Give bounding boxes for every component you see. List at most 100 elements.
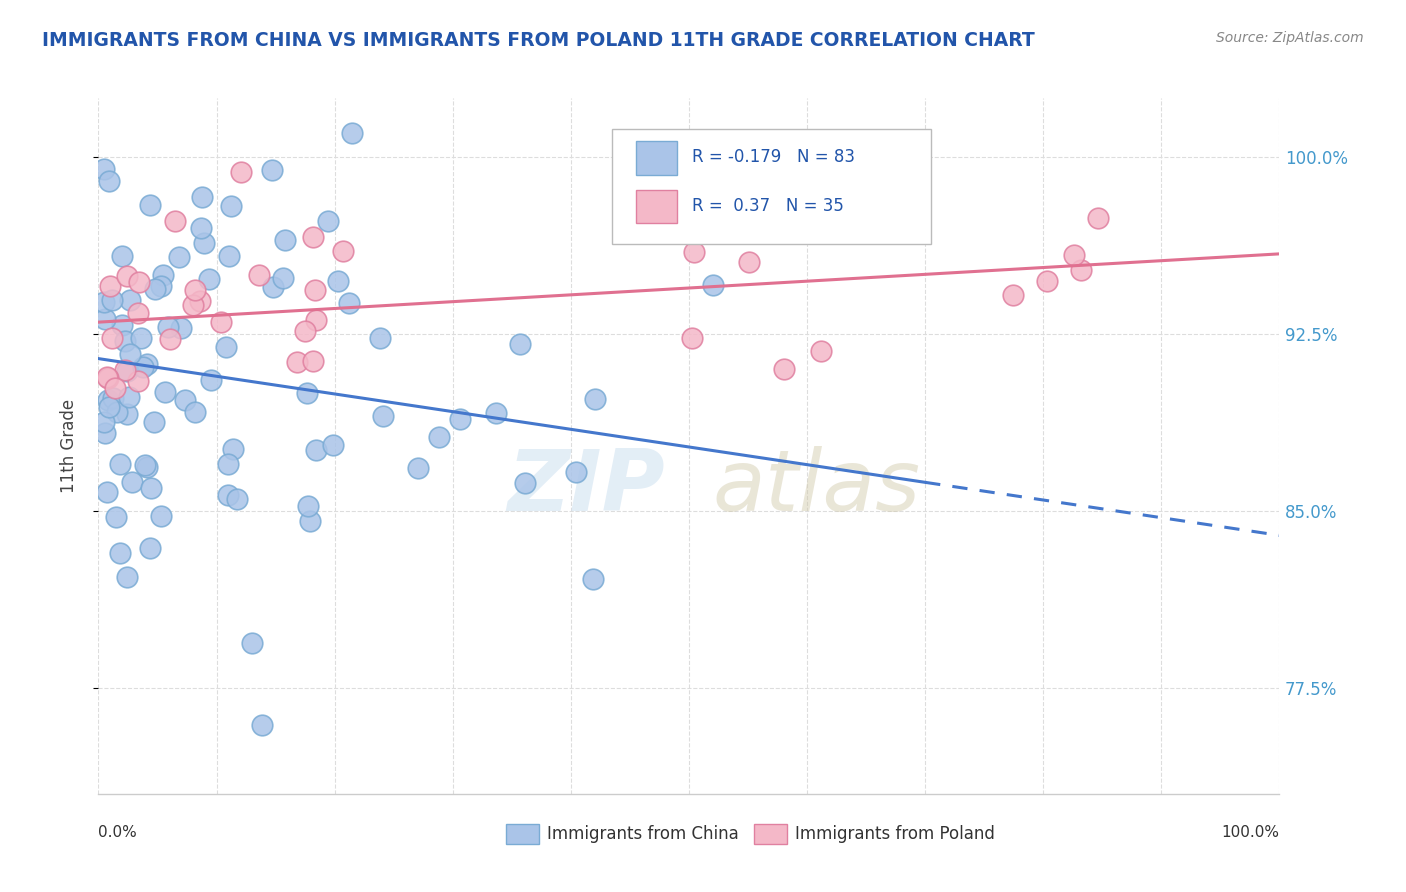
Point [368, 331, 391, 345]
Point [582, 572, 605, 586]
Point [121, 475, 143, 489]
Text: atlas: atlas [713, 446, 921, 529]
Point [169, 321, 191, 335]
Point [118, 347, 141, 361]
Point [181, 298, 204, 312]
Point [114, 363, 136, 377]
Point [250, 718, 273, 732]
Point [193, 236, 215, 251]
Point [217, 488, 239, 502]
Point [214, 340, 236, 354]
Point [337, 296, 360, 310]
Y-axis label: 11th Grade: 11th Grade [59, 399, 77, 493]
Point [167, 250, 190, 264]
FancyBboxPatch shape [612, 129, 931, 244]
Point [145, 282, 167, 296]
Point [139, 541, 162, 556]
Point [104, 510, 127, 524]
Point [139, 197, 162, 211]
Point [225, 491, 247, 506]
Point [94, 425, 117, 440]
Point [136, 357, 159, 371]
Point [240, 635, 263, 649]
Point [184, 405, 207, 419]
Point [127, 305, 149, 319]
Point [219, 199, 242, 213]
Point [134, 458, 156, 473]
Point [285, 355, 308, 369]
Point [406, 460, 429, 475]
Point [153, 385, 176, 400]
Point [118, 293, 141, 307]
Point [583, 392, 606, 407]
Point [97, 392, 120, 407]
Point [200, 373, 222, 387]
Point [305, 442, 328, 457]
Point [100, 293, 122, 307]
Point [152, 268, 174, 282]
Point [773, 361, 796, 376]
Point [1001, 288, 1024, 302]
Point [118, 390, 141, 404]
Point [93, 294, 115, 309]
Point [111, 249, 134, 263]
Point [231, 165, 253, 179]
Point [218, 249, 240, 263]
Point [101, 331, 124, 345]
Point [159, 332, 181, 346]
Point [129, 331, 152, 345]
Point [326, 274, 349, 288]
Point [93, 161, 115, 176]
Point [115, 268, 138, 283]
Point [332, 244, 354, 258]
Point [108, 458, 131, 472]
Point [738, 255, 761, 269]
Text: Source: ZipAtlas.com: Source: ZipAtlas.com [1216, 31, 1364, 45]
Point [98, 279, 121, 293]
Point [114, 334, 136, 348]
Point [149, 508, 172, 523]
Point [96, 485, 118, 500]
Point [117, 570, 139, 584]
Point [305, 313, 328, 327]
Point [810, 344, 832, 359]
Point [304, 283, 326, 297]
Point [509, 337, 531, 351]
Point [127, 374, 149, 388]
Point [702, 277, 724, 292]
Point [115, 407, 138, 421]
Bar [636, 141, 678, 175]
Point [94, 312, 117, 326]
Text: R =  0.37   N = 35: R = 0.37 N = 35 [693, 197, 845, 215]
Text: IMMIGRANTS FROM CHINA VS IMMIGRANTS FROM POLAND 11TH GRADE CORRELATION CHART: IMMIGRANTS FROM CHINA VS IMMIGRANTS FROM… [42, 31, 1035, 50]
Point [198, 271, 221, 285]
Point [163, 214, 186, 228]
Bar [636, 190, 678, 223]
Point [173, 393, 195, 408]
Point [373, 409, 395, 424]
Point [302, 354, 325, 368]
Point [273, 271, 295, 285]
Point [157, 319, 180, 334]
Point [262, 163, 284, 178]
Point [209, 314, 232, 328]
Point [136, 460, 159, 475]
Point [111, 318, 134, 332]
Point [565, 465, 588, 479]
Text: 100.0%: 100.0% [1222, 825, 1279, 840]
Point [1070, 263, 1092, 277]
Text: ZIP: ZIP [508, 446, 665, 529]
Point [217, 458, 239, 472]
Point [247, 268, 270, 282]
Text: Immigrants from Poland: Immigrants from Poland [796, 825, 995, 843]
Point [322, 438, 344, 452]
Point [449, 412, 471, 426]
Point [132, 359, 155, 374]
Point [683, 245, 706, 260]
Point [1087, 211, 1109, 226]
Point [297, 500, 319, 514]
Point [298, 514, 321, 528]
Point [115, 364, 138, 378]
Point [143, 415, 166, 429]
Point [184, 283, 207, 297]
